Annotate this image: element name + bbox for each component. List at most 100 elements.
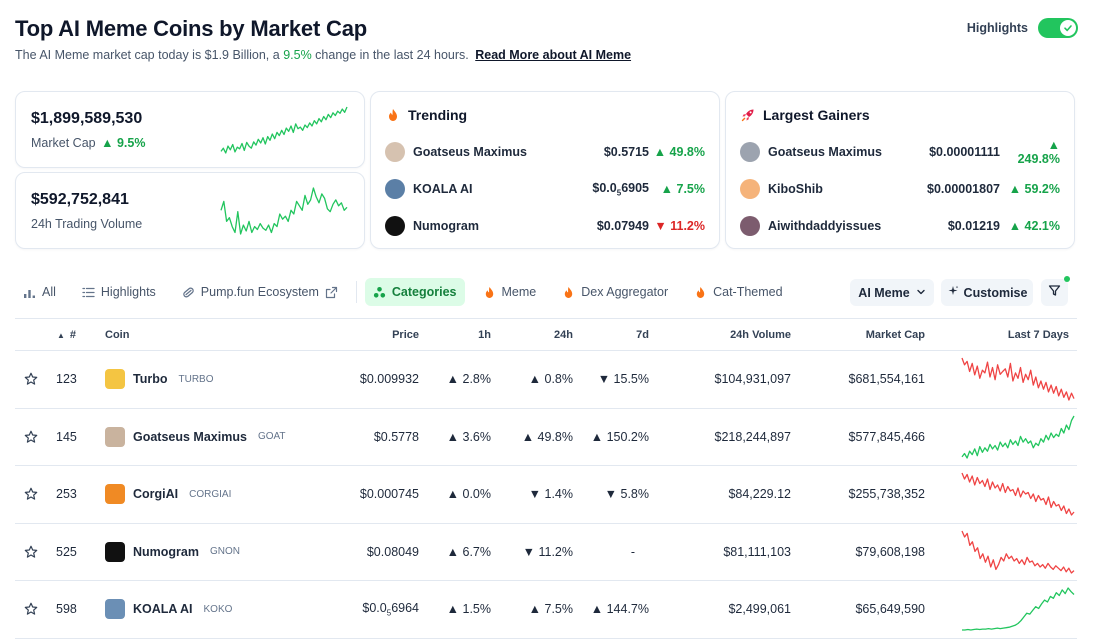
- last-7-days-sparkline: [961, 415, 1075, 459]
- coin-cell[interactable]: KOALA AI KOKO: [105, 580, 315, 639]
- coin-cell[interactable]: CorgiAI CORGIAI: [105, 465, 315, 524]
- highlights-toggle[interactable]: Highlights: [967, 18, 1078, 38]
- header-rank[interactable]: ▲ #: [49, 318, 105, 351]
- favorite-cell[interactable]: [15, 465, 49, 524]
- tab-highlights[interactable]: Highlights: [74, 278, 164, 306]
- coin-cell[interactable]: Numogram GNON: [105, 523, 315, 581]
- star-icon[interactable]: [24, 487, 38, 501]
- table-row[interactable]: 123 Turbo TURBO $0.009932 ▲ 2.8% ▲ 0.8% ▼ 15.5…: [15, 350, 1077, 409]
- rank-cell: 123: [49, 350, 105, 409]
- customise-button[interactable]: Customise: [941, 279, 1033, 306]
- header-coin[interactable]: Coin: [105, 318, 315, 351]
- change-value: 7.5%: [544, 602, 574, 617]
- change-value: -: [630, 544, 635, 559]
- gainer-item[interactable]: Aiwithdaddyissues $0.01219 ▲ 42.1%: [740, 214, 1060, 238]
- gainer-item[interactable]: Goatseus Maximus $0.00001111 ▲ 249.8%: [740, 138, 1060, 166]
- tab-divider: [355, 281, 357, 303]
- tab-all[interactable]: All: [15, 278, 64, 306]
- volume-cell: $2,499,061: [649, 580, 791, 639]
- price-suffix: 6964: [391, 601, 419, 615]
- star-icon[interactable]: [24, 545, 38, 559]
- star-icon[interactable]: [24, 430, 38, 444]
- kiboshib-avatar: [740, 179, 760, 199]
- gainer-item-name: Goatseus Maximus: [768, 145, 882, 159]
- price-value: $0.009932: [359, 372, 419, 387]
- price-prefix: $0.0: [362, 601, 387, 615]
- table-row[interactable]: 145 Goatseus Maximus GOAT $0.5778 ▲ 3.6% ▲ 49…: [15, 408, 1077, 466]
- trending-card: Trending Goatseus Maximus $0.5715 ▲ 49.8…: [370, 91, 720, 249]
- trending-item[interactable]: KOALA AI $0.056905 ▲ 7.5%: [385, 177, 705, 201]
- trending-item-change-value: 7.5%: [676, 182, 706, 196]
- read-more-link[interactable]: Read More about AI Meme: [475, 48, 632, 62]
- category-select[interactable]: AI Meme: [850, 279, 934, 306]
- change-value: 1.4%: [544, 487, 574, 502]
- sparkline-line: [962, 587, 1075, 631]
- trading-volume-card: $592,752,841 24h Trading Volume: [15, 172, 365, 249]
- header-24h[interactable]: 24h: [491, 318, 573, 351]
- table-row[interactable]: 253 CorgiAI CORGIAI $0.000745 ▲ 0.0% ▼ 1.4% ▼ …: [15, 465, 1077, 524]
- favorite-cell[interactable]: [15, 408, 49, 466]
- coin-cell[interactable]: Goatseus Maximus GOAT: [105, 408, 315, 466]
- coin-symbol: TURBO: [178, 373, 214, 385]
- favorite-cell[interactable]: [15, 523, 49, 581]
- sparkline-cell: [925, 408, 1077, 466]
- tab-pump-fun-ecosystem[interactable]: Pump.fun Ecosystem: [174, 278, 346, 306]
- highlights-switch[interactable]: [1038, 18, 1078, 38]
- tab-dex-aggregator[interactable]: Dex Aggregator: [554, 278, 676, 306]
- tab-label: Highlights: [100, 285, 156, 299]
- star-icon[interactable]: [24, 372, 38, 386]
- change-value: 6.7%: [462, 544, 492, 559]
- numogram-avatar: [385, 216, 405, 236]
- header-rank-label: #: [69, 328, 77, 341]
- market-cap-change: ▲ 9.5%: [101, 136, 146, 150]
- page-subtitle: The AI Meme market cap today is $1.9 Bil…: [15, 48, 631, 62]
- gainer-item[interactable]: KiboShib $0.00001807 ▲ 59.2%: [740, 177, 1060, 201]
- gainer-item-change-value: 249.8%: [1017, 152, 1060, 166]
- change-value: 3.6%: [462, 429, 492, 444]
- trading-volume-sparkline: [220, 187, 348, 235]
- subtitle-prefix: The AI Meme market cap today is $1.9 Bil…: [15, 48, 284, 62]
- gainer-item-change: ▲ 59.2%: [1008, 182, 1060, 196]
- gainer-item-price: $0.01219: [947, 219, 1000, 233]
- tab-label: Meme: [501, 285, 537, 299]
- price-cell: $0.009932: [315, 350, 419, 409]
- price-cell: $0.08049: [315, 523, 419, 581]
- trending-item[interactable]: Goatseus Maximus $0.5715 ▲ 49.8%: [385, 140, 705, 164]
- table-row[interactable]: 525 Numogram GNON $0.08049 ▲ 6.7% ▼ 11.2% - $81…: [15, 523, 1077, 581]
- change-h24: ▼ 11.2%: [491, 523, 573, 581]
- header-market-cap[interactable]: Market Cap: [791, 318, 925, 351]
- page-title: Top AI Meme Coins by Market Cap: [15, 16, 367, 41]
- market-cap-label-row: Market Cap ▲ 9.5%: [31, 136, 145, 150]
- header-24h-volume[interactable]: 24h Volume: [649, 318, 791, 351]
- sparkline-cell: [925, 580, 1077, 639]
- header-7d[interactable]: 7d: [573, 318, 649, 351]
- coin-symbol: KOKO: [203, 603, 233, 615]
- tab-cat-themed[interactable]: Cat-Themed: [686, 278, 790, 306]
- trending-item[interactable]: Numogram $0.07949 ▼ 11.2%: [385, 214, 705, 238]
- sparkline-cell: [925, 350, 1077, 409]
- favorite-cell[interactable]: [15, 350, 49, 409]
- list-icon: [82, 286, 95, 299]
- table-row[interactable]: 598 KOALA AI KOKO $0.056964 ▲ 1.5% ▲ 7.5% ▲ 14…: [15, 580, 1077, 639]
- coins-table: ▲ # Coin Price 1h 24h 7d 24h Volume Marke…: [15, 318, 1077, 639]
- change-h1: ▲ 3.6%: [419, 408, 491, 466]
- trending-item-change-value: 11.2%: [670, 219, 705, 233]
- subtitle-suffix: change in the last 24 hours.: [311, 48, 469, 62]
- trending-item-name: Goatseus Maximus: [413, 145, 527, 159]
- tab-categories[interactable]: Categories: [364, 278, 465, 306]
- header-price[interactable]: Price: [315, 318, 419, 351]
- coin-cell[interactable]: Turbo TURBO: [105, 350, 315, 409]
- coin-symbol: CORGIAI: [189, 488, 232, 500]
- coin-name: CorgiAI: [133, 487, 179, 502]
- filter-button[interactable]: [1041, 279, 1068, 306]
- rocket-icon: [741, 108, 755, 122]
- market-cap-cell: $577,845,466: [791, 408, 925, 466]
- header-1h[interactable]: 1h: [419, 318, 491, 351]
- star-icon[interactable]: [24, 602, 38, 616]
- change-h1: ▲ 6.7%: [419, 523, 491, 581]
- favorite-cell[interactable]: [15, 580, 49, 639]
- tab-meme[interactable]: Meme: [475, 278, 545, 306]
- sort-up-icon: ▲: [57, 330, 65, 340]
- trading-volume-value: $592,752,841: [31, 191, 129, 208]
- tab-label: Categories: [391, 285, 457, 299]
